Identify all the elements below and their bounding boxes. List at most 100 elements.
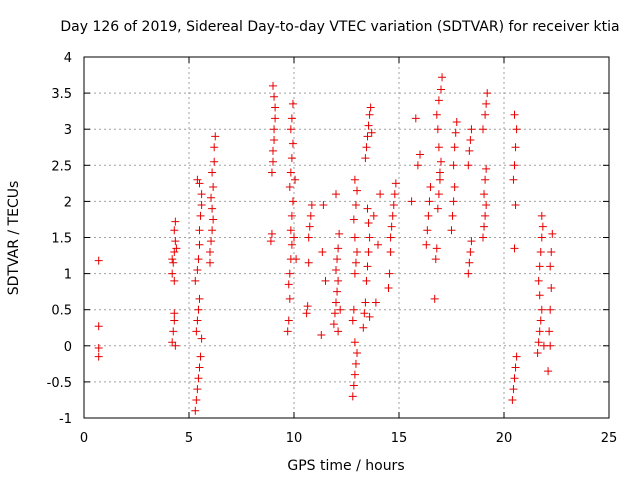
- data-point: [466, 136, 475, 145]
- data-point: [270, 125, 279, 134]
- data-point: [510, 161, 519, 170]
- data-point: [267, 168, 276, 177]
- data-point: [284, 280, 293, 289]
- data-point: [171, 341, 180, 350]
- data-point: [350, 338, 359, 347]
- data-point: [510, 244, 519, 253]
- data-point: [208, 168, 217, 177]
- data-point: [306, 211, 315, 220]
- data-point: [319, 201, 328, 210]
- data-point: [391, 179, 400, 188]
- data-point: [335, 229, 344, 238]
- data-point: [547, 284, 556, 293]
- data-point: [537, 305, 546, 314]
- data-point: [333, 287, 342, 296]
- data-point: [269, 81, 277, 90]
- data-point: [195, 294, 204, 303]
- data-point: [196, 211, 205, 220]
- data-point: [464, 161, 473, 170]
- data-point: [334, 276, 343, 285]
- data-point: [171, 217, 180, 226]
- data-point: [364, 121, 373, 130]
- data-point: [534, 338, 543, 347]
- data-point: [510, 374, 519, 383]
- data-point: [211, 132, 220, 141]
- data-point: [195, 226, 204, 235]
- data-point: [548, 229, 557, 238]
- data-point: [413, 161, 422, 170]
- data-point: [271, 114, 280, 123]
- data-point: [349, 381, 358, 390]
- data-point: [168, 255, 177, 264]
- data-point: [366, 103, 375, 112]
- data-point: [206, 247, 214, 256]
- data-point: [509, 385, 518, 394]
- data-point: [480, 222, 489, 231]
- data-point: [287, 211, 296, 220]
- data-point: [482, 99, 491, 108]
- data-point: [365, 110, 374, 119]
- data-point: [329, 320, 338, 329]
- data-point: [376, 190, 385, 199]
- data-point: [290, 233, 298, 242]
- data-point: [536, 247, 545, 256]
- data-point: [546, 341, 555, 350]
- data-point: [332, 298, 340, 307]
- data-point: [438, 73, 447, 82]
- data-point: [533, 349, 542, 358]
- data-point: [169, 258, 178, 267]
- data-point: [350, 175, 359, 184]
- data-point: [435, 168, 444, 177]
- data-point: [170, 226, 179, 235]
- data-point: [361, 154, 370, 163]
- chart-title: Day 126 of 2019, Sidereal Day-to-day VTE…: [60, 19, 619, 35]
- data-point: [192, 395, 201, 404]
- data-point: [193, 265, 202, 274]
- data-point: [449, 161, 458, 170]
- data-point: [94, 322, 103, 331]
- data-point: [193, 175, 202, 184]
- data-point: [450, 182, 459, 191]
- data-point: [307, 201, 316, 210]
- x-tick-label: 15: [391, 431, 408, 446]
- data-point: [170, 276, 179, 285]
- data-point: [416, 150, 424, 159]
- x-tick-label: 10: [286, 431, 303, 446]
- data-point: [481, 211, 490, 220]
- data-point: [425, 197, 434, 206]
- data-point: [447, 226, 456, 235]
- data-point: [288, 139, 297, 148]
- y-tick-label: 1.5: [51, 232, 72, 247]
- data-point: [508, 395, 517, 404]
- data-point: [389, 201, 398, 210]
- data-point: [287, 240, 296, 249]
- data-point: [482, 201, 491, 210]
- data-point: [170, 247, 179, 256]
- data-point: [479, 125, 487, 134]
- data-point: [547, 247, 556, 256]
- data-point: [433, 204, 442, 213]
- data-point: [284, 316, 293, 325]
- grid: [84, 57, 609, 418]
- data-point: [545, 327, 554, 336]
- data-point: [287, 154, 296, 163]
- data-point: [374, 240, 382, 249]
- data-point: [292, 255, 301, 264]
- data-point: [434, 143, 443, 152]
- data-point: [348, 316, 357, 325]
- data-point: [511, 143, 520, 152]
- data-point: [535, 262, 544, 271]
- data-point: [353, 349, 361, 358]
- data-point: [451, 128, 460, 137]
- data-point: [481, 110, 490, 119]
- data-point: [193, 385, 202, 394]
- data-point: [546, 262, 555, 271]
- data-point: [351, 201, 360, 210]
- data-point: [305, 222, 314, 231]
- data-point: [288, 197, 297, 206]
- data-point: [369, 211, 378, 220]
- data-point: [267, 229, 276, 238]
- data-point: [193, 316, 202, 325]
- data-point: [330, 309, 339, 318]
